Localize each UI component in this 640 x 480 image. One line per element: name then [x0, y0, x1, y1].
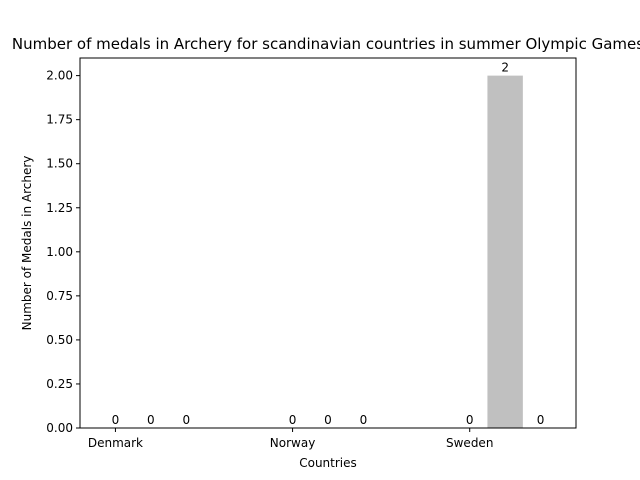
data-label: 0 [112, 413, 120, 427]
data-label: 0 [360, 413, 368, 427]
data-label: 0 [537, 413, 545, 427]
y-tick-label: 1.25 [46, 201, 73, 215]
plot-area-frame [79, 57, 577, 429]
x-axis: Denmark Norway Sweden [88, 428, 493, 450]
x-tick-label: Denmark [88, 436, 143, 450]
data-label: 0 [289, 413, 297, 427]
y-tick-label: 2.00 [46, 69, 73, 83]
y-axis-label: Number of Medals in Archery [20, 156, 34, 331]
data-label: 0 [466, 413, 474, 427]
y-tick-label: 0.50 [46, 333, 73, 347]
bar-sweden-series-2 [487, 75, 523, 428]
chart-title: Number of medals in Archery for scandina… [12, 35, 640, 53]
y-tick-label: 0.00 [46, 421, 73, 435]
y-tick-label: 0.25 [46, 377, 73, 391]
x-axis-label: Countries [299, 456, 357, 470]
y-tick-label: 1.00 [46, 245, 73, 259]
x-tick-label: Norway [270, 436, 316, 450]
data-label: 0 [324, 413, 332, 427]
x-tick-label: Sweden [446, 436, 493, 450]
y-tick-label: 0.75 [46, 289, 73, 303]
y-tick-label: 1.50 [46, 157, 73, 171]
data-label: 0 [147, 413, 155, 427]
data-label: 2 [501, 61, 509, 75]
data-label: 0 [182, 413, 190, 427]
y-axis: 0.00 0.25 0.50 0.75 1.00 1.25 1.50 1.75 2.00 [46, 69, 80, 435]
chart-marks: 0 0 0 0 0 2 0 0 0 [112, 61, 545, 428]
y-tick-label: 1.75 [46, 113, 73, 127]
